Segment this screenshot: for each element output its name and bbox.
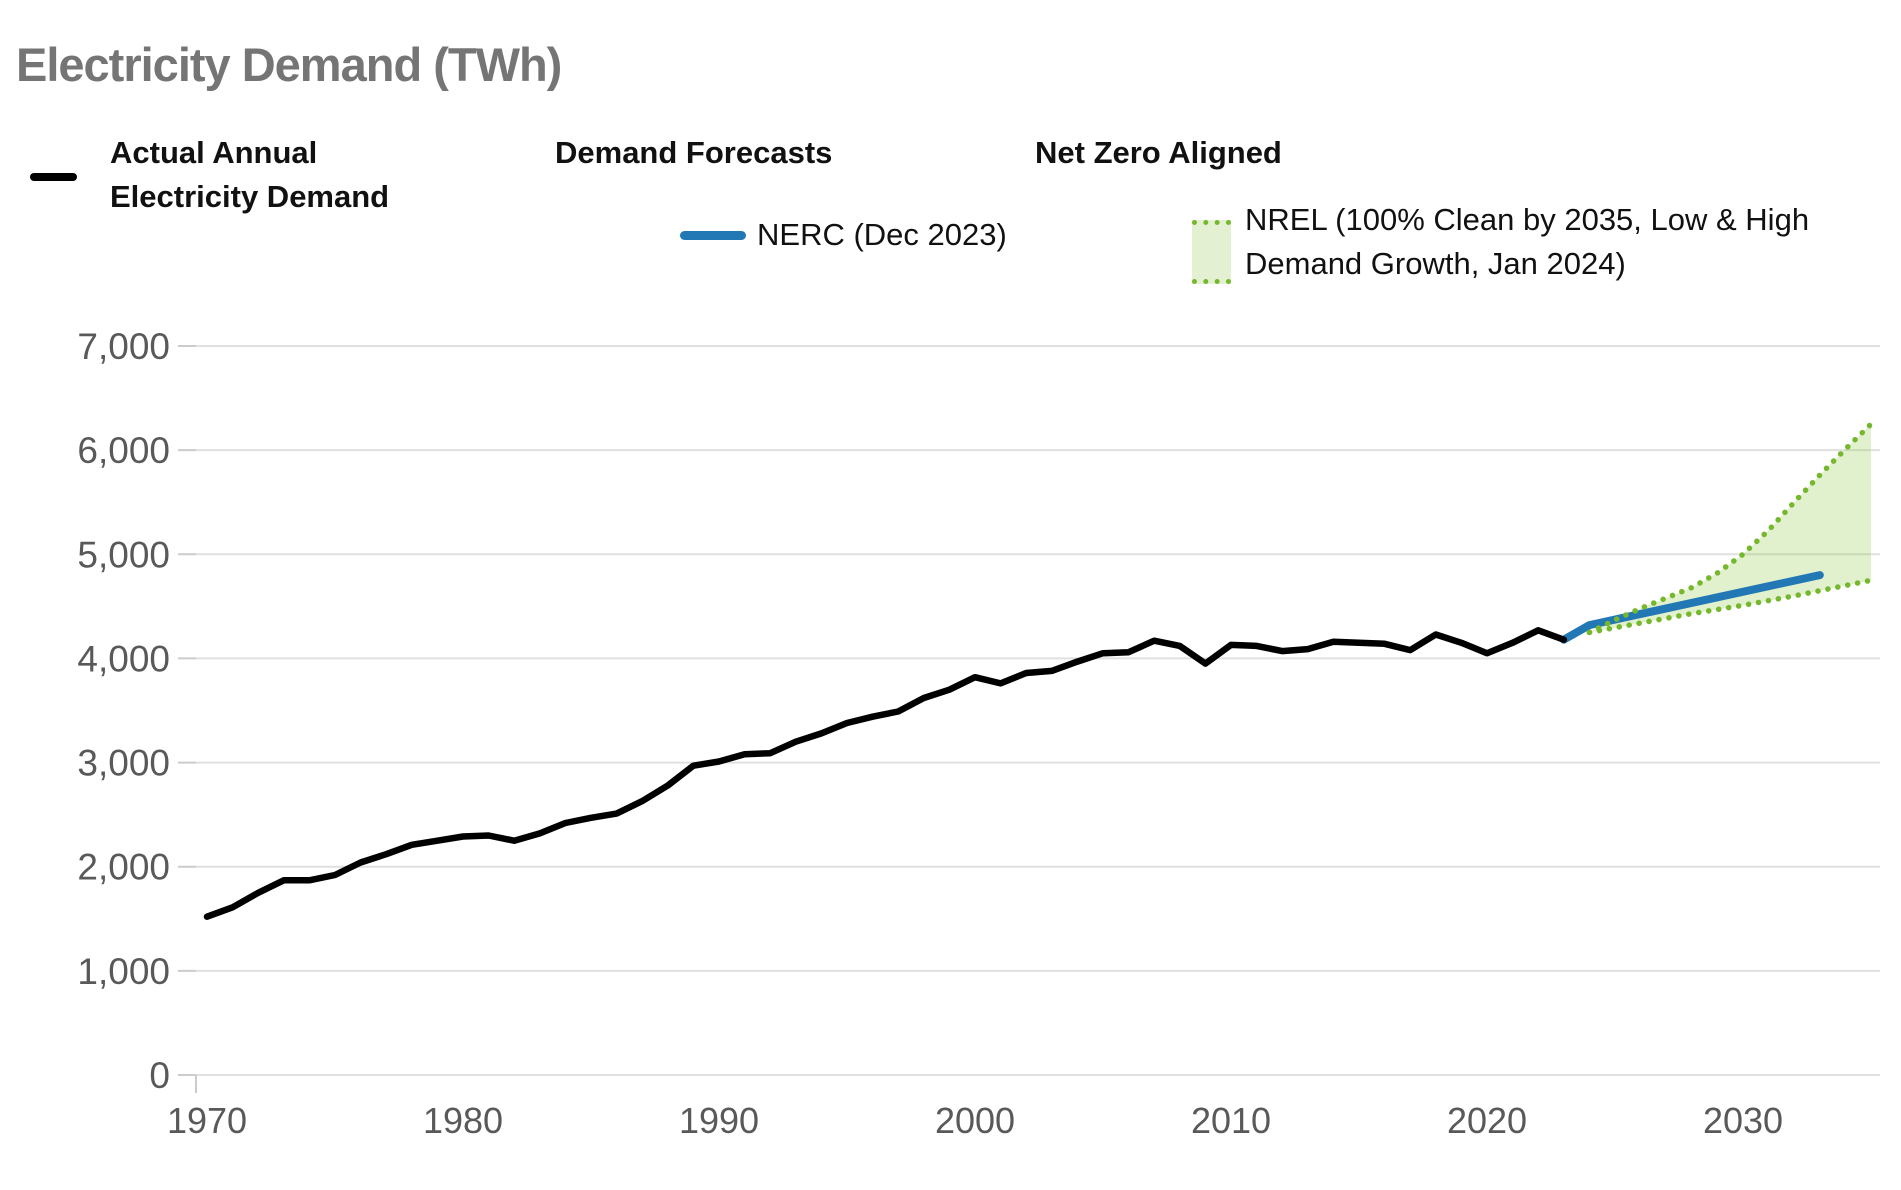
nerc-forecast-line	[1559, 571, 1824, 644]
y-tick-label: 7,000	[77, 326, 170, 367]
y-tick-label: 1,000	[77, 951, 170, 992]
actual-label-line2: Electricity Demand	[110, 179, 390, 214]
y-tick-label: 0	[149, 1055, 170, 1096]
nrel-band-fill	[1589, 424, 1871, 633]
page-title: Electricity Demand (TWh)	[16, 38, 562, 92]
x-tick-label: 2020	[1447, 1100, 1527, 1141]
x-tick-label: 2010	[1191, 1100, 1271, 1141]
y-tick-label: 6,000	[77, 430, 170, 471]
x-tick-label: 2030	[1703, 1100, 1783, 1141]
x-tick-label: 2000	[935, 1100, 1015, 1141]
y-tick-label: 2,000	[77, 847, 170, 888]
forecasts-heading: Demand Forecasts	[555, 135, 833, 170]
actual-label-line1: Actual Annual	[110, 135, 318, 170]
actual-demand-line	[203, 627, 1568, 920]
x-tick-label: 1990	[679, 1100, 759, 1141]
netzero-heading: Net Zero Aligned	[1035, 135, 1282, 170]
chart-legend: Actual Annual Electricity Demand Demand …	[0, 128, 1901, 298]
x-tick-label: 1970	[167, 1100, 247, 1141]
x-tick-label: 1980	[423, 1100, 503, 1141]
nrel-legend-label: NREL (100% Clean by 2035, Low & High Dem…	[1245, 198, 1901, 286]
y-tick-label: 3,000	[77, 743, 170, 784]
nrel-band-swatch	[1192, 220, 1231, 284]
y-tick-label: 4,000	[77, 638, 170, 679]
nrel-high-dotted-line	[1586, 421, 1874, 636]
nrel-label-line2: Demand Growth, Jan 2024)	[1245, 246, 1626, 281]
nerc-label: NERC (Dec 2023)	[757, 217, 1007, 252]
nrel-low-dotted-line	[1586, 577, 1874, 636]
nrel-label-line1: NREL (100% Clean by 2035, Low & High	[1245, 202, 1810, 237]
y-tick-label: 5,000	[77, 534, 170, 575]
actual-legend-label: Actual Annual Electricity Demand	[110, 131, 530, 219]
actual-line-swatch	[30, 173, 77, 181]
nerc-line-swatch	[680, 231, 746, 240]
